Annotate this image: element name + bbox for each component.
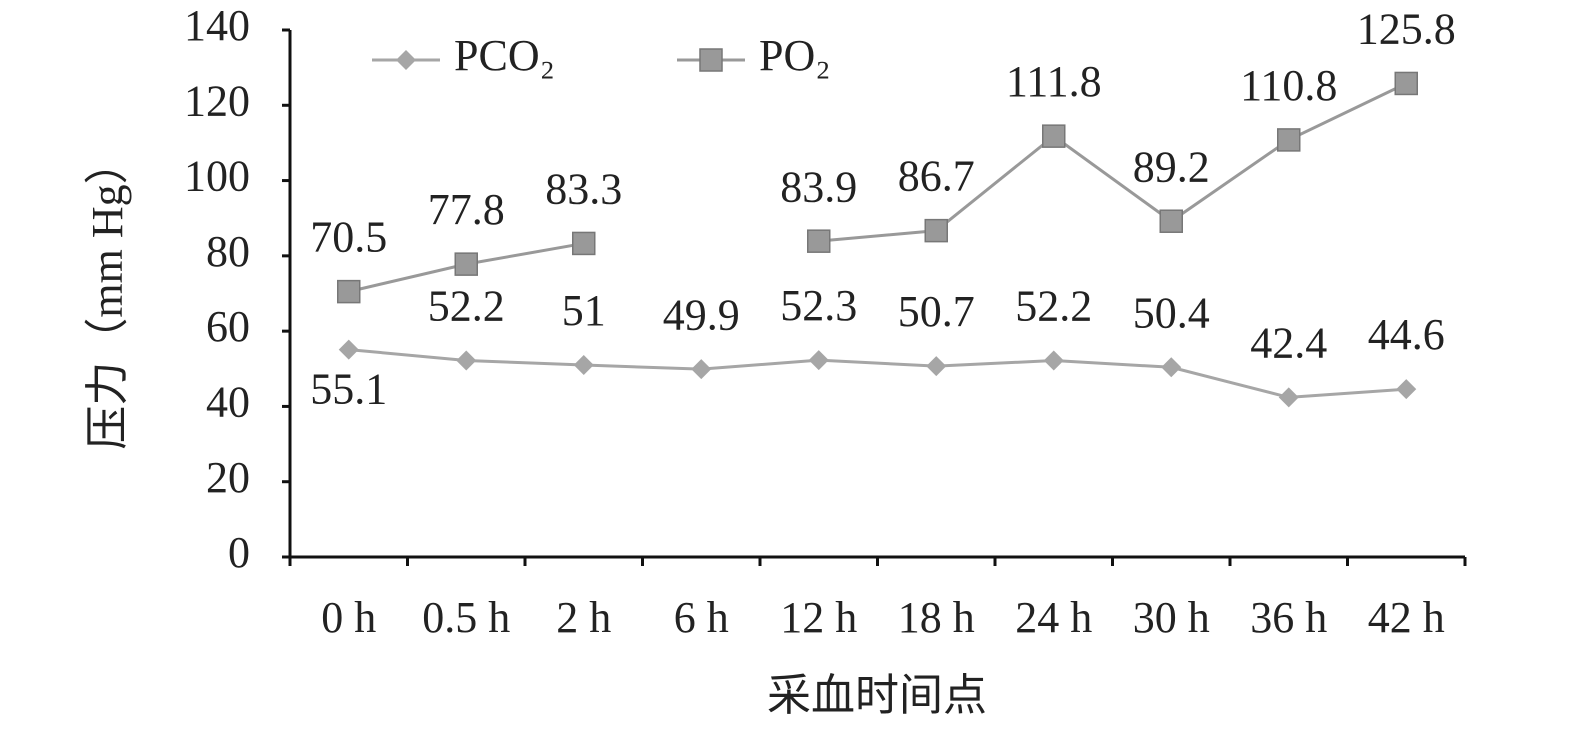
data-label: 52.2 <box>428 282 505 331</box>
marker <box>1043 350 1064 371</box>
marker <box>454 252 478 276</box>
x-tick-label: 18 h <box>898 593 975 642</box>
y-tick-label: 120 <box>184 76 250 125</box>
x-tick-label: 2 h <box>556 593 611 642</box>
marker <box>808 350 829 371</box>
data-label: 89.2 <box>1133 142 1210 191</box>
marker <box>924 218 948 243</box>
marker <box>1396 379 1417 400</box>
data-label: 86.7 <box>898 152 975 201</box>
y-tick-label: 80 <box>206 227 250 276</box>
data-label: 77.8 <box>428 185 505 234</box>
data-label: 50.4 <box>1133 288 1210 337</box>
marker <box>1159 209 1183 233</box>
data-label: 110.8 <box>1240 61 1337 110</box>
y-tick-label: 40 <box>206 378 250 427</box>
data-label: 52.2 <box>1015 282 1092 331</box>
data-label: 83.9 <box>780 162 857 211</box>
data-label: 51 <box>562 286 606 335</box>
marker <box>456 350 477 371</box>
marker <box>337 279 361 304</box>
marker <box>1161 357 1182 378</box>
data-label: 111.8 <box>1006 57 1102 106</box>
x-tick-label: 24 h <box>1015 593 1092 642</box>
y-tick-label: 20 <box>206 453 250 502</box>
x-tick-label: 0.5 h <box>422 593 510 642</box>
marker <box>573 355 594 376</box>
x-axis-label: 采血时间点 <box>767 671 987 720</box>
marker <box>926 356 947 377</box>
data-label: 49.9 <box>663 290 740 339</box>
marker <box>1278 387 1299 408</box>
marker <box>691 359 712 380</box>
y-tick-label: 60 <box>206 302 250 351</box>
marker <box>338 339 359 360</box>
x-tick-label: 12 h <box>780 593 857 642</box>
data-label: 42.4 <box>1250 318 1327 367</box>
x-tick-label: 6 h <box>674 593 729 642</box>
series-line <box>348 348 1407 399</box>
data-label: 52.3 <box>780 281 857 330</box>
data-label: 83.3 <box>545 165 622 214</box>
marker <box>396 50 416 70</box>
x-tick-label: 0 h <box>321 593 376 642</box>
legend-label: PCO₂ <box>454 31 555 80</box>
y-axis-label: 压力（mm Hg） <box>83 140 132 449</box>
y-tick-label: 140 <box>184 1 250 50</box>
series-line <box>348 82 1407 294</box>
data-label: 44.6 <box>1368 310 1445 359</box>
legend-label: PO₂ <box>759 31 831 80</box>
marker <box>807 229 831 253</box>
x-tick-label: 36 h <box>1250 593 1327 642</box>
x-tick-label: 42 h <box>1368 593 1445 642</box>
data-label: 55.1 <box>310 365 387 414</box>
y-tick-label: 100 <box>184 152 250 201</box>
marker <box>572 231 596 256</box>
marker <box>1277 128 1301 152</box>
data-label: 70.5 <box>310 213 387 262</box>
y-tick-label: 0 <box>228 528 250 577</box>
marker <box>699 48 723 72</box>
data-label: 125.8 <box>1357 5 1456 54</box>
marker <box>1042 124 1066 148</box>
x-tick-label: 30 h <box>1133 593 1210 642</box>
data-label: 50.7 <box>898 287 975 336</box>
marker <box>1394 71 1418 96</box>
